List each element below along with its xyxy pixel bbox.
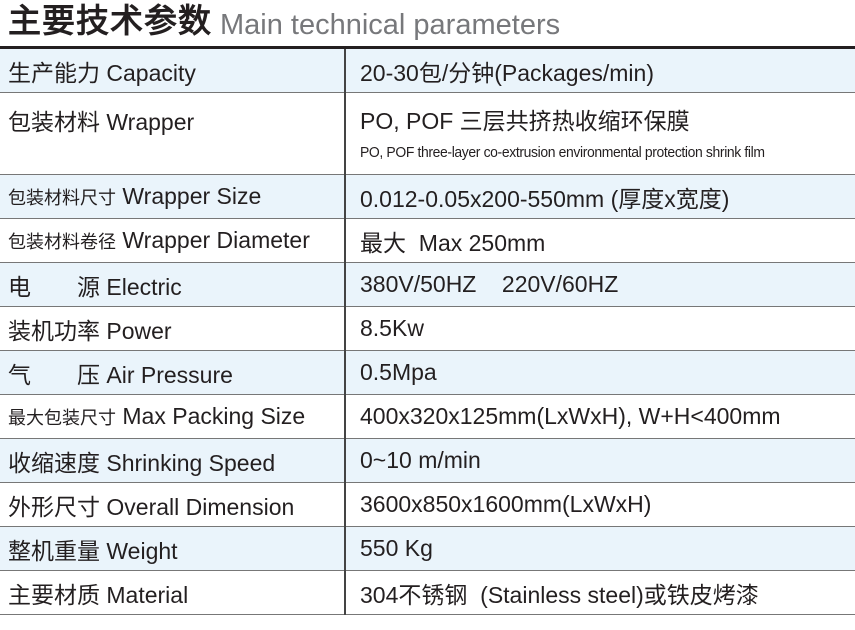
param-name-en: Material [106,581,189,608]
param-name-en: Capacity [106,59,196,86]
param-value-cell: 550 Kg [345,526,855,571]
param-name-en: Wrapper [106,109,195,135]
param-name-en: Overall Dimension [106,493,295,520]
table-row: 包装材料卷径 Wrapper Diameter 最大 Max 250mm [0,218,855,263]
param-value-cell: 3600x850x1600mm(LxWxH) [345,482,855,527]
param-name-cn: 整机重量 [8,537,100,564]
param-value-cell: 0~10 m/min [345,438,855,483]
table-row: 整机重量 Weight 550 Kg [0,526,855,571]
param-name-cn: 包装材料尺寸 [8,188,116,208]
param-value: 0~10 m/min [360,447,481,473]
table-row: 包装材料 Wrapper PO, POF 三层共挤热收缩环保膜 PO, POF th… [0,92,855,175]
table-row: 电 源 Electric 380V/50HZ 220V/60HZ [0,262,855,307]
param-value-cell: 304不锈钢 (Stainless steel)或铁皮烤漆 [345,570,855,615]
param-name-cn: 生产能力 [8,59,100,86]
param-value: 0.5Mpa [360,359,437,385]
title-en: Main technical parameters [220,9,561,41]
param-name-cn: 包装材料卷径 [8,232,116,252]
param-name-en: Wrapper Diameter [122,227,310,253]
param-name-en: Electric [106,273,182,300]
param-name-cn: 电 源 [8,273,100,300]
param-value: 3600x850x1600mm(LxWxH) [360,491,652,517]
param-value: 304不锈钢 (Stainless steel)或铁皮烤漆 [360,581,759,608]
param-name-cn: 外形尺寸 [8,493,100,520]
param-name-en: Power [106,317,172,344]
param-name-cell: 收缩速度 Shrinking Speed [0,438,346,483]
param-value: PO, POF 三层共挤热收缩环保膜 [360,107,690,134]
param-value-cell: 20-30包/分钟(Packages/min) [345,47,855,93]
param-name-en: Air Pressure [106,361,233,388]
param-name-cn: 最大包装尺寸 [8,408,116,428]
table-row: 主要材质 Material 304不锈钢 (Stainless steel)或铁皮… [0,570,855,615]
param-name-cell: 包装材料卷径 Wrapper Diameter [0,218,346,263]
param-value: 380V/50HZ 220V/60HZ [360,271,619,297]
param-value: 550 Kg [360,535,433,561]
param-name-cn: 气 压 [8,361,100,388]
param-name-cell: 包装材料 Wrapper [0,92,346,175]
spec-table: 生产能力 Capacity 20-30包/分钟(Packages/min) 包装材料… [0,46,855,615]
param-value-cell: 380V/50HZ 220V/60HZ [345,262,855,307]
param-name-cell: 电 源 Electric [0,262,346,307]
param-name-cell: 气 压 Air Pressure [0,350,346,395]
param-value: 20-30包/分钟(Packages/min) [360,59,654,86]
table-row: 外形尺寸 Overall Dimension 3600x850x1600mm(Lx… [0,482,855,527]
param-value-cell: 0.5Mpa [345,350,855,395]
page-title: 主要技术参数 Main technical parameters [8,2,560,42]
param-name-cell: 最大包装尺寸 Max Packing Size [0,394,346,439]
param-name-en: Shrinking Speed [106,449,276,476]
param-value-en: PO, POF three-layer co-extrusion environ… [360,143,765,161]
param-name-cn: 收缩速度 [8,449,100,476]
param-value-cell: 400x320x125mm(LxWxH), W+H<400mm [345,394,855,439]
param-value-cell: 8.5Kw [345,306,855,351]
table-row: 收缩速度 Shrinking Speed 0~10 m/min [0,438,855,483]
param-value: 最大 Max 250mm [360,229,546,256]
param-name-en: Weight [106,537,178,564]
param-name-en: Wrapper Size [122,183,262,209]
param-value: 0.012-0.05x200-550mm (厚度x宽度) [360,185,730,212]
param-name-cn: 包装材料 [8,109,100,135]
param-value: 8.5Kw [360,315,424,341]
title-cn: 主要技术参数 [8,2,212,39]
table-row: 最大包装尺寸 Max Packing Size 400x320x125mm(LxW… [0,394,855,439]
param-value: 400x320x125mm(LxWxH), W+H<400mm [360,403,781,429]
param-name-cell: 生产能力 Capacity [0,47,346,93]
table-row: 包装材料尺寸 Wrapper Size 0.012-0.05x200-550mm … [0,174,855,219]
param-name-cell: 包装材料尺寸 Wrapper Size [0,174,346,219]
param-name-cell: 外形尺寸 Overall Dimension [0,482,346,527]
param-name-cell: 装机功率 Power [0,306,346,351]
param-value-cell: 0.012-0.05x200-550mm (厚度x宽度) [345,174,855,219]
param-name-cn: 主要材质 [8,581,100,608]
param-name-en: Max Packing Size [122,403,306,429]
table-row: 生产能力 Capacity 20-30包/分钟(Packages/min) [0,47,855,93]
param-name-cell: 整机重量 Weight [0,526,346,571]
table-row: 装机功率 Power 8.5Kw [0,306,855,351]
param-name-cell: 主要材质 Material [0,570,346,615]
table-row: 气 压 Air Pressure 0.5Mpa [0,350,855,395]
param-value-cell: PO, POF 三层共挤热收缩环保膜 PO, POF three-layer co… [345,92,855,175]
param-name-cn: 装机功率 [8,317,100,344]
param-value-cell: 最大 Max 250mm [345,218,855,263]
